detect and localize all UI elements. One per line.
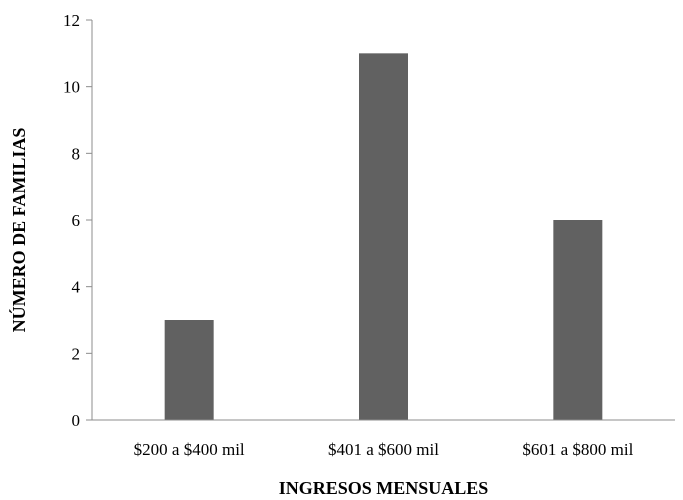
y-tick-label: 4 <box>72 278 81 297</box>
y-tick-label: 2 <box>72 344 81 363</box>
y-tick-label: 10 <box>63 78 80 97</box>
x-tick-label: $200 a $400 mil <box>134 440 245 459</box>
y-tick-label: 6 <box>72 211 81 230</box>
bar <box>164 320 214 420</box>
bars-group <box>164 53 603 420</box>
y-axis-title: NÚMERO DE FAMILIAS <box>8 128 29 333</box>
y-axis-ticks: 0 2 4 6 8 10 12 <box>63 11 92 430</box>
bar <box>553 220 603 420</box>
x-axis-ticks: $200 a $400 mil $401 a $600 mil $601 a $80… <box>134 440 634 459</box>
y-tick-label: 8 <box>72 144 81 163</box>
x-tick-label: $601 a $800 mil <box>522 440 633 459</box>
y-tick-label: 12 <box>63 11 80 30</box>
y-tick-label: 0 <box>72 411 81 430</box>
x-axis-title: INGRESOS MENSUALES <box>279 478 489 498</box>
bar <box>359 53 408 420</box>
x-tick-label: $401 a $600 mil <box>328 440 439 459</box>
